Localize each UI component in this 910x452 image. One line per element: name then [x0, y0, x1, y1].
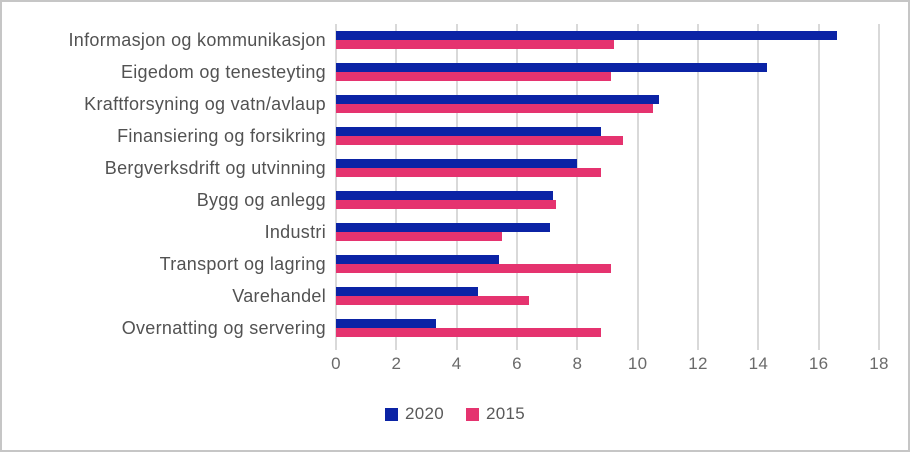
category-label-3: Kraftforsyning og vatn/avlaup — [84, 93, 326, 114]
category-label-4: Finansiering og forsikring — [117, 125, 326, 146]
bar-2015-4 — [336, 136, 623, 145]
bar-2020-10 — [336, 319, 436, 328]
bar-2015-7 — [336, 232, 502, 241]
bar-2015-9 — [336, 296, 530, 305]
gridline-x-8 — [576, 24, 579, 350]
x-tick-label-2: 2 — [391, 354, 402, 373]
bar-2015-3 — [336, 104, 653, 113]
legend-swatch-2020 — [384, 407, 398, 421]
gridline-x-0 — [335, 24, 337, 350]
bar-row-2 — [336, 56, 879, 88]
legend-label-2015: 2015 — [486, 404, 526, 423]
bar-2015-10 — [336, 328, 602, 337]
bar-2020-3 — [336, 95, 659, 104]
bar-2020-8 — [336, 255, 499, 264]
bar-2020-7 — [336, 223, 551, 232]
bar-2015-6 — [336, 200, 557, 209]
gridline-x-16 — [817, 24, 820, 350]
bar-2015-5 — [336, 168, 602, 177]
legend-item-2015: 2015 — [466, 404, 525, 424]
x-tick-label-0: 0 — [331, 354, 341, 373]
category-label-8: Transport og lagring — [159, 253, 326, 274]
legend-item-2020: 2020 — [384, 404, 444, 424]
bar-row-8 — [336, 248, 879, 280]
category-label-9: Varehandel — [232, 285, 326, 306]
legend-swatch-2015 — [466, 407, 479, 421]
bar-2020-2 — [336, 63, 768, 72]
bar-row-7 — [336, 216, 879, 248]
category-label-2: Eigedom og tenesteyting — [120, 61, 326, 82]
gridline-x-4 — [455, 24, 458, 350]
legend-label-2020: 2020 — [404, 404, 444, 423]
x-tick-label-16: 16 — [808, 354, 829, 373]
gridline-x-12 — [697, 24, 699, 350]
gridline-x-2 — [395, 24, 398, 350]
x-axis-ticks: 0 2 4 6 8 10 12 14 16 18 — [331, 354, 888, 378]
x-tick-label-4: 4 — [451, 354, 462, 373]
category-label-5: Bergverksdrift og utvinning — [104, 157, 326, 178]
x-tick-label-18: 18 — [869, 354, 889, 373]
bar-row-5 — [336, 152, 879, 184]
bar-2015-8 — [336, 264, 611, 273]
bar-row-3 — [336, 88, 879, 120]
gridline-x-6 — [516, 24, 518, 350]
gridline-x-14 — [757, 24, 760, 350]
x-tick-label-6: 6 — [512, 354, 522, 373]
bar-2020-4 — [336, 127, 602, 136]
gridline-x-10 — [636, 24, 639, 350]
plot-area — [335, 24, 880, 350]
bar-2020-9 — [336, 287, 478, 296]
bar-2015-2 — [336, 72, 611, 81]
x-tick-label-14: 14 — [748, 354, 769, 373]
category-label-7: Industri — [264, 221, 326, 242]
bar-2015-1 — [336, 40, 614, 49]
x-tick-label-12: 12 — [688, 354, 708, 373]
category-label-10: Overnatting og servering — [121, 317, 326, 338]
bar-row-9 — [336, 280, 879, 312]
bar-row-6 — [336, 184, 879, 216]
x-tick-label-10: 10 — [627, 354, 648, 373]
bar-row-10 — [336, 312, 879, 344]
bar-2020-5 — [336, 159, 578, 168]
bar-row-4 — [336, 120, 879, 152]
x-tick-label-8: 8 — [572, 354, 583, 373]
category-label-6: Bygg og anlegg — [196, 189, 326, 210]
legend: 2020 2015 — [2, 404, 908, 424]
bar-2020-6 — [336, 191, 554, 200]
category-label-1: Informasjon og kommunikasjon — [68, 29, 326, 50]
bar-row-1 — [336, 24, 879, 56]
bar-2020-1 — [336, 31, 837, 40]
gridline-x-18 — [878, 24, 880, 350]
